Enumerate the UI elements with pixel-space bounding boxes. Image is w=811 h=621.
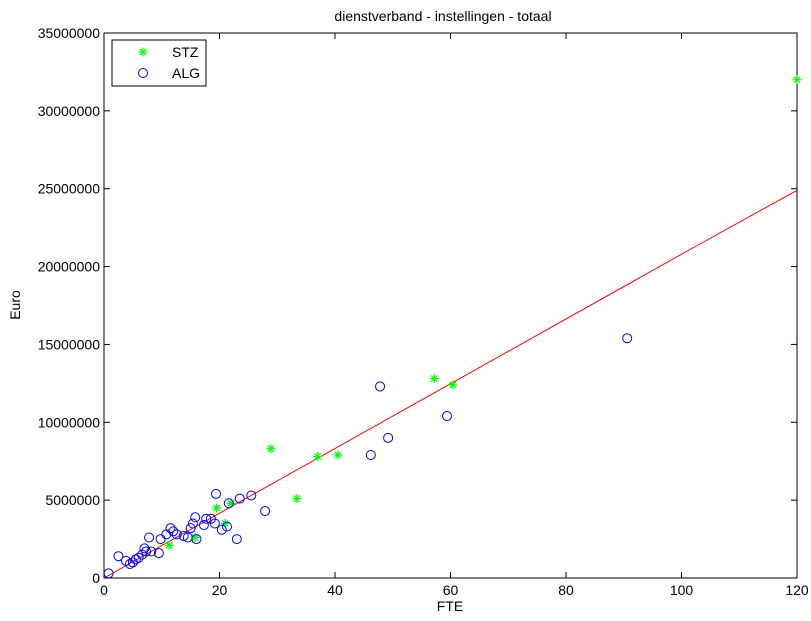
point-stz (448, 380, 458, 390)
point-stz (226, 498, 236, 508)
point-alg (144, 532, 155, 543)
y-tick-label: 30000000 (38, 103, 101, 119)
plot-area (103, 32, 798, 579)
point-alg (260, 506, 271, 517)
point-stz (313, 452, 323, 462)
point-alg (171, 529, 182, 540)
fit-line-layer (103, 189, 798, 579)
y-tick-label: 35000000 (38, 25, 101, 41)
point-alg (153, 548, 164, 559)
y-tick-label: 5000000 (45, 492, 100, 508)
y-tick-label: 20000000 (38, 259, 101, 275)
point-alg (198, 520, 209, 531)
fit-line (103, 189, 798, 579)
x-tick-label: 60 (443, 582, 459, 598)
point-alg (223, 498, 234, 509)
legend-label-alg: ALG (172, 65, 200, 81)
point-alg (165, 523, 176, 534)
y-tick-label: 15000000 (38, 336, 101, 352)
x-tick-label: 120 (785, 582, 809, 598)
point-stz (212, 503, 222, 513)
point-alg (178, 530, 189, 541)
point-alg (187, 518, 198, 529)
point-alg (211, 488, 222, 499)
point-alg (442, 411, 453, 422)
point-stz (333, 450, 343, 460)
legend-label-stz: STZ (172, 44, 199, 60)
y-axis-title: Euro (7, 290, 23, 320)
point-alg (146, 546, 157, 557)
point-alg (191, 534, 202, 545)
point-alg (168, 526, 179, 537)
point-alg (365, 449, 376, 460)
point-stz (292, 494, 302, 504)
point-alg (130, 554, 141, 565)
x-tick-label: 100 (670, 582, 694, 598)
x-axis: 0 20 40 60 80 100 120 (100, 33, 809, 598)
point-alg (139, 543, 150, 554)
legend-box (111, 39, 207, 87)
data-points-layer (103, 75, 802, 579)
point-alg (231, 534, 242, 545)
point-alg (383, 432, 394, 443)
legend: STZ ALG (111, 39, 207, 87)
legend-marker-stz (138, 47, 148, 57)
legend-marker-alg (138, 68, 148, 78)
point-alg (222, 521, 233, 532)
x-tick-label: 0 (100, 582, 108, 598)
point-alg (375, 381, 386, 392)
x-axis-title: FTE (437, 598, 463, 614)
x-tick-label: 40 (327, 582, 343, 598)
point-alg (216, 524, 227, 535)
point-alg (113, 551, 124, 562)
point-alg (246, 490, 257, 501)
point-alg (234, 493, 245, 504)
y-tick-label: 0 (92, 570, 100, 586)
point-stz (266, 444, 276, 454)
point-alg (209, 518, 220, 529)
point-alg (103, 568, 114, 579)
x-tick-label: 80 (558, 582, 574, 598)
point-alg (190, 512, 201, 523)
point-stz (792, 75, 802, 85)
y-axis: 0 5000000 10000000 15000000 20000000 25000000… (38, 25, 797, 586)
x-tick-label: 20 (212, 582, 228, 598)
chart-title: dienstverband - instellingen - totaal (334, 8, 551, 24)
point-stz (429, 374, 439, 384)
point-stz (164, 540, 174, 550)
point-alg (622, 333, 633, 344)
y-tick-label: 25000000 (38, 181, 101, 197)
point-alg (133, 552, 144, 563)
point-alg (185, 523, 196, 534)
y-tick-label: 10000000 (38, 414, 101, 430)
point-alg (201, 513, 212, 524)
point-alg (141, 546, 152, 557)
